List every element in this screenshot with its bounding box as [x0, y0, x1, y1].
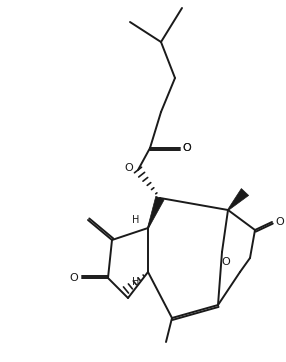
Text: O: O	[69, 273, 78, 283]
Text: O: O	[183, 143, 191, 153]
Text: O: O	[276, 217, 284, 227]
Polygon shape	[228, 189, 249, 210]
Text: H: H	[132, 277, 140, 287]
Polygon shape	[148, 196, 164, 228]
Text: O: O	[125, 163, 133, 173]
Text: H: H	[132, 215, 140, 225]
Text: O: O	[222, 257, 231, 267]
Text: O: O	[183, 143, 191, 153]
